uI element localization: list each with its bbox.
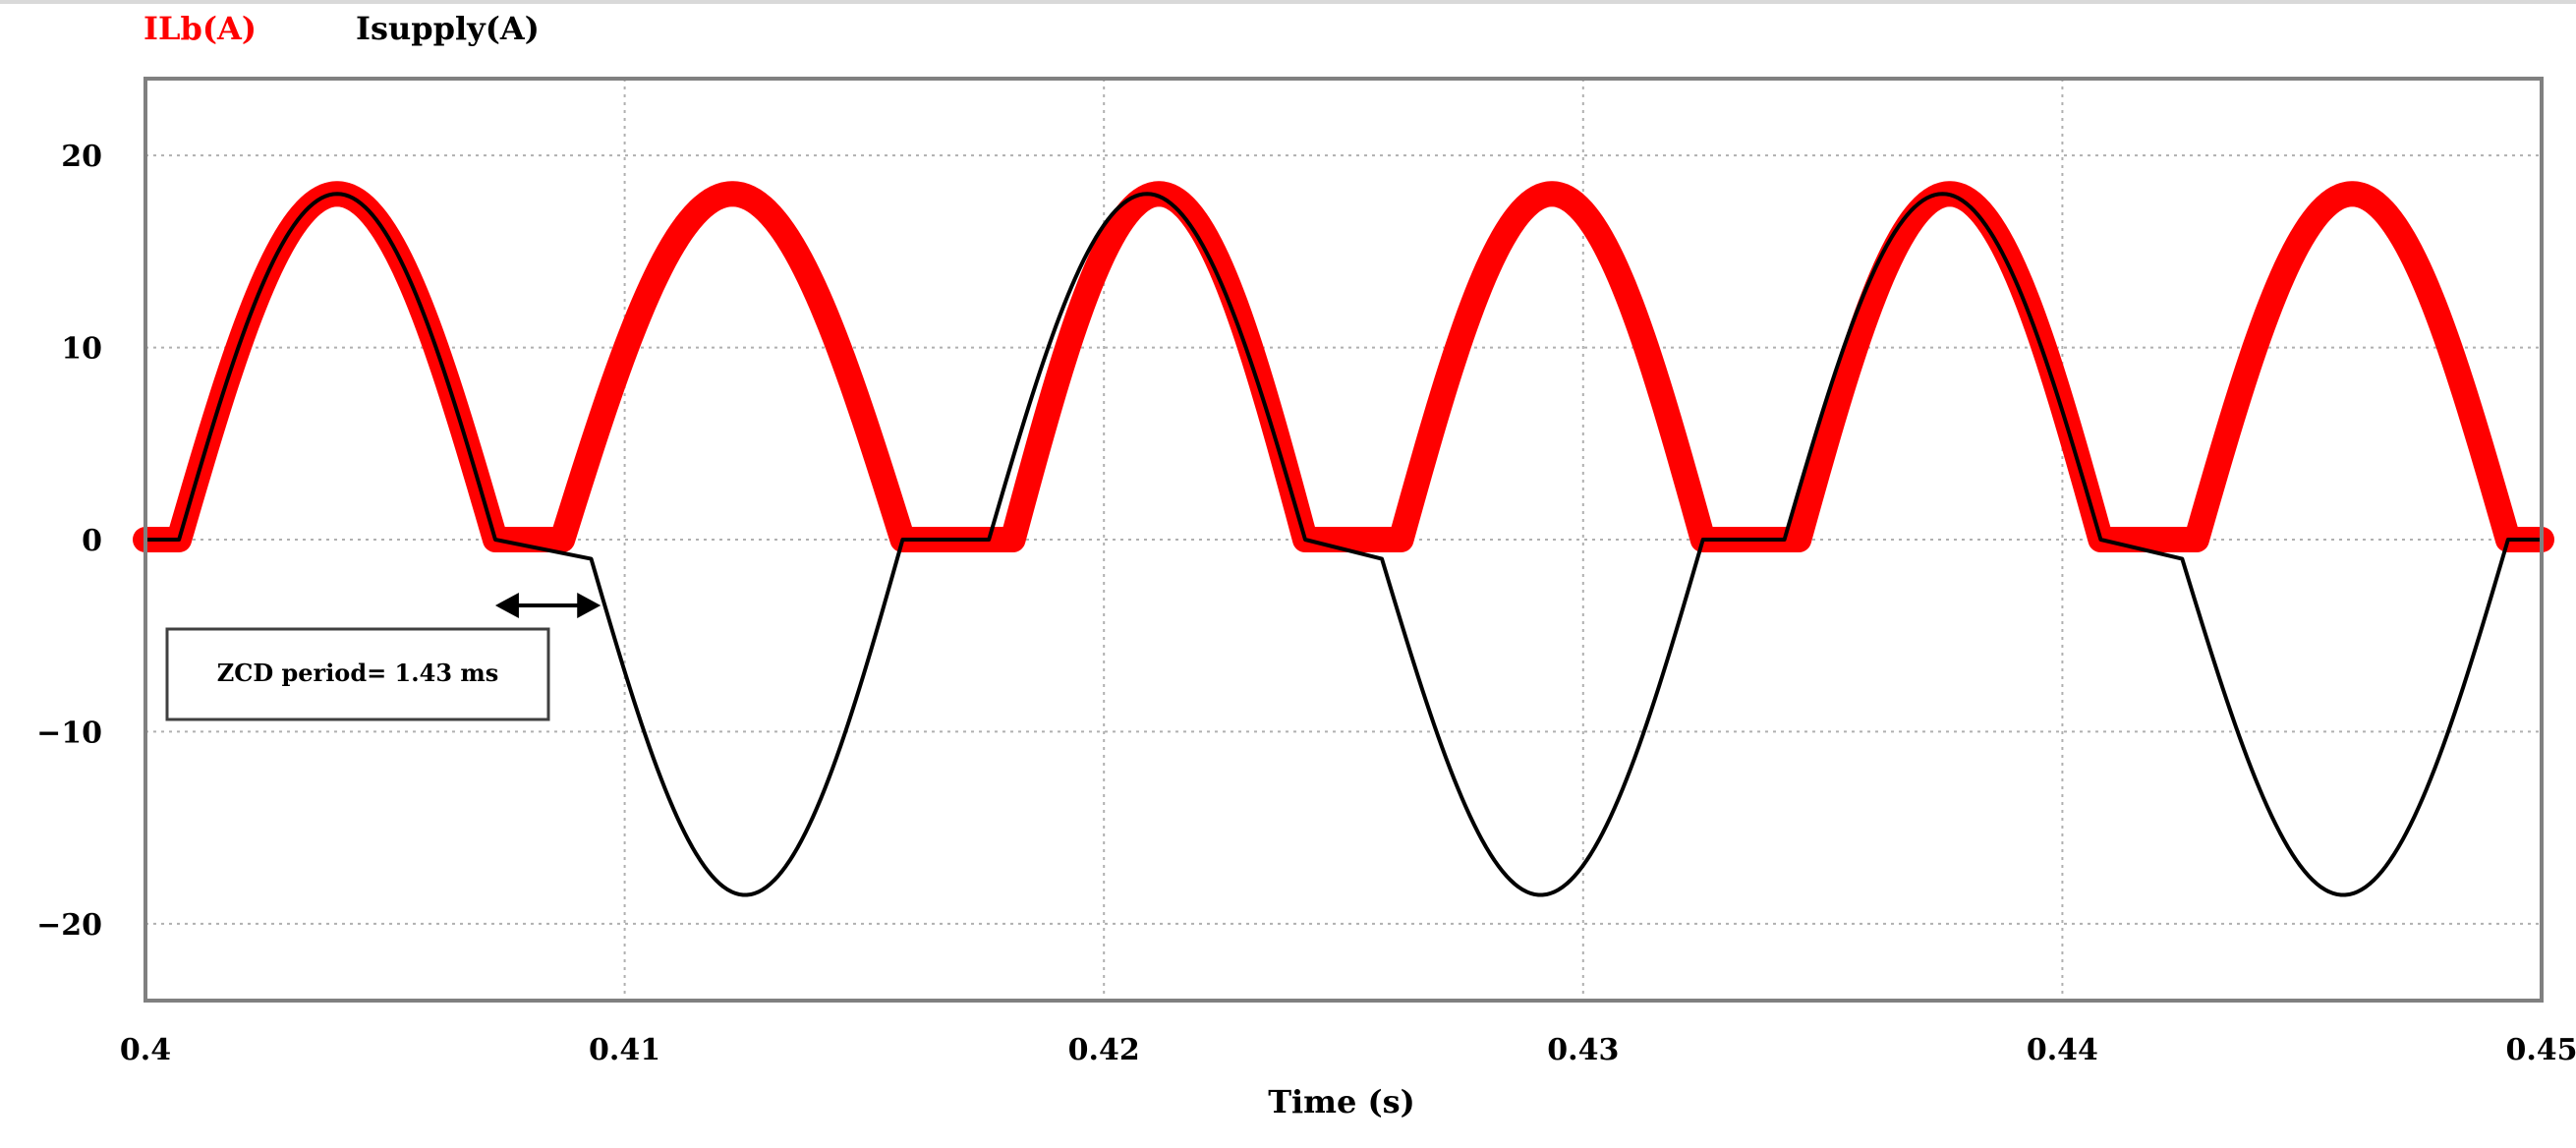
arrow-head-left [494, 593, 519, 618]
series-ilb-line [133, 181, 2554, 552]
annotation-text: ZCD period= 1.43 ms [217, 659, 499, 687]
x-tick-label: 0.4 [120, 1033, 171, 1067]
y-tick-label: 0 [82, 524, 102, 558]
x-tick-label: 0.42 [1068, 1033, 1140, 1067]
x-tick-label: 0.41 [589, 1033, 660, 1067]
x-axis: 0.4 0.41 0.42 0.43 0.44 0.45 [120, 1033, 2576, 1067]
y-axis: 20 10 0 −10 −20 [36, 140, 102, 943]
annotation-box [165, 627, 550, 721]
top-border [0, 0, 2576, 4]
series-layer [133, 181, 2554, 897]
x-tick-label: 0.44 [2027, 1033, 2098, 1067]
arrow-head-right [577, 593, 601, 618]
x-axis-label: Time (s) [1268, 1083, 1415, 1120]
y-tick-label: 10 [61, 332, 102, 367]
series-isupply-line [145, 192, 2542, 897]
x-tick-label: 0.43 [1547, 1033, 1619, 1067]
x-tick-label: 0.45 [2505, 1033, 2576, 1067]
y-tick-label: −10 [36, 716, 102, 750]
y-tick-label: 20 [61, 140, 102, 174]
plot-frame [143, 77, 2544, 1003]
legend-isupply: Isupply(A) [356, 10, 540, 47]
y-tick-label: −20 [36, 908, 102, 943]
zcd-annotation: ZCD period= 1.43 ms [165, 593, 601, 721]
legend-ilb: ILb(A) [143, 10, 257, 47]
